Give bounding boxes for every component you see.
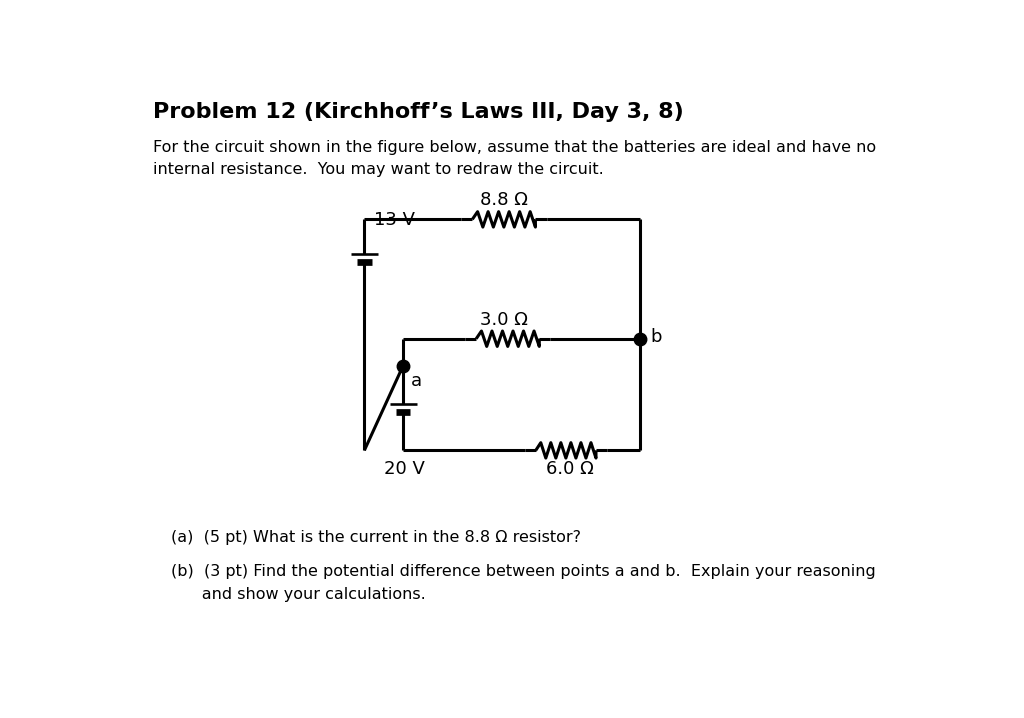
Text: 6.0 Ω: 6.0 Ω [546,460,594,478]
Text: (a)  (5 pt) What is the current in the 8.8 Ω resistor?: (a) (5 pt) What is the current in the 8.… [171,530,581,545]
Text: 8.8 Ω: 8.8 Ω [480,192,527,210]
Text: 20 V: 20 V [384,460,425,478]
Text: 13 V: 13 V [375,210,416,228]
Text: internal resistance.  You may want to redraw the circuit.: internal resistance. You may want to red… [153,162,603,177]
Text: a: a [411,372,422,390]
Text: Problem 12 (Kirchhoff’s Laws III, Day 3, 8): Problem 12 (Kirchhoff’s Laws III, Day 3,… [153,101,684,121]
Text: 3.0 Ω: 3.0 Ω [480,312,527,330]
Text: For the circuit shown in the figure below, assume that the batteries are ideal a: For the circuit shown in the figure belo… [153,140,876,155]
Text: b: b [650,328,662,346]
Text: (b)  (3 pt) Find the potential difference between points a and b.  Explain your : (b) (3 pt) Find the potential difference… [171,564,876,579]
Text: and show your calculations.: and show your calculations. [171,587,425,602]
